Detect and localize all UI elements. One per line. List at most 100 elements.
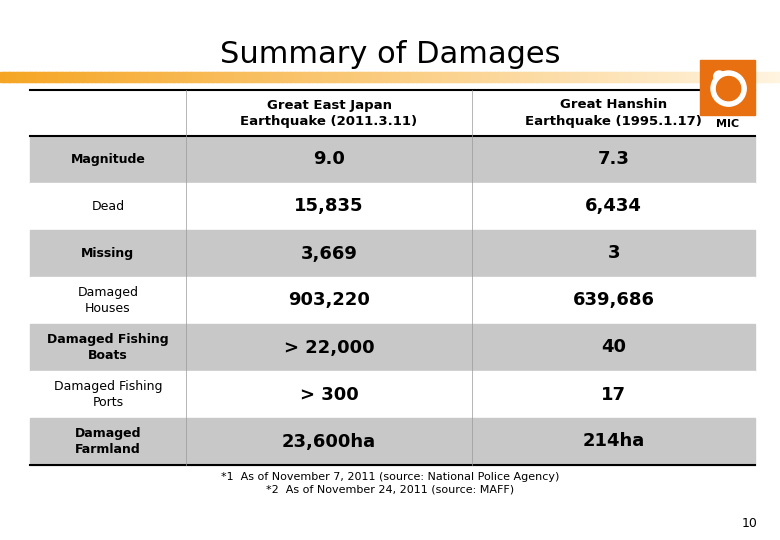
Bar bbox=[645, 72, 648, 82]
Bar bbox=[80, 72, 84, 82]
Bar bbox=[743, 72, 747, 82]
Bar bbox=[257, 72, 261, 82]
Bar bbox=[30, 324, 755, 371]
Bar bbox=[541, 72, 544, 82]
Bar bbox=[356, 72, 360, 82]
Bar bbox=[416, 72, 420, 82]
Bar bbox=[707, 72, 711, 82]
Text: Great Hanshin
Earthquake (1995.1.17): Great Hanshin Earthquake (1995.1.17) bbox=[525, 98, 702, 127]
Bar bbox=[741, 72, 745, 82]
Bar bbox=[296, 72, 300, 82]
Bar bbox=[26, 72, 30, 82]
Text: 40: 40 bbox=[601, 339, 626, 356]
Bar bbox=[408, 72, 412, 82]
Bar bbox=[154, 72, 157, 82]
Bar bbox=[598, 72, 601, 82]
Bar bbox=[218, 72, 222, 82]
Bar bbox=[463, 72, 466, 82]
Bar bbox=[380, 72, 383, 82]
Text: 214ha: 214ha bbox=[583, 433, 645, 450]
Bar bbox=[166, 72, 170, 82]
Bar bbox=[731, 72, 734, 82]
Circle shape bbox=[711, 71, 746, 106]
Text: 7.3: 7.3 bbox=[597, 151, 629, 168]
Bar bbox=[580, 72, 583, 82]
Bar bbox=[736, 72, 739, 82]
Bar bbox=[622, 72, 625, 82]
Bar bbox=[673, 72, 677, 82]
Bar bbox=[8, 72, 12, 82]
Bar bbox=[476, 72, 480, 82]
Bar bbox=[76, 72, 79, 82]
Bar bbox=[138, 72, 141, 82]
Bar bbox=[125, 72, 129, 82]
Text: Damaged
Houses: Damaged Houses bbox=[77, 286, 138, 315]
Bar bbox=[57, 72, 61, 82]
Bar bbox=[361, 72, 365, 82]
Bar bbox=[647, 72, 651, 82]
Text: 9.0: 9.0 bbox=[313, 151, 345, 168]
Bar bbox=[746, 72, 750, 82]
Bar bbox=[704, 72, 708, 82]
Bar bbox=[187, 72, 191, 82]
Bar bbox=[624, 72, 628, 82]
Bar bbox=[55, 72, 58, 82]
Bar bbox=[30, 371, 755, 418]
Bar bbox=[684, 72, 687, 82]
Bar bbox=[314, 72, 318, 82]
Bar bbox=[692, 72, 695, 82]
Bar bbox=[388, 72, 391, 82]
Bar bbox=[548, 72, 552, 82]
Bar bbox=[268, 72, 271, 82]
Bar bbox=[700, 60, 755, 115]
Bar bbox=[91, 72, 94, 82]
Bar bbox=[775, 72, 778, 82]
Bar bbox=[616, 72, 620, 82]
Text: Damaged Fishing
Ports: Damaged Fishing Ports bbox=[54, 380, 162, 409]
Bar bbox=[434, 72, 438, 82]
Text: 3,669: 3,669 bbox=[300, 245, 357, 262]
Bar bbox=[400, 72, 404, 82]
Bar bbox=[478, 72, 482, 82]
Bar bbox=[109, 72, 113, 82]
Bar bbox=[374, 72, 378, 82]
Bar bbox=[533, 72, 537, 82]
Bar bbox=[468, 72, 472, 82]
Bar bbox=[65, 72, 69, 82]
Bar bbox=[567, 72, 570, 82]
Bar bbox=[341, 72, 344, 82]
Bar bbox=[68, 72, 71, 82]
Bar bbox=[30, 136, 755, 183]
Bar bbox=[343, 72, 347, 82]
Bar bbox=[694, 72, 698, 82]
Bar bbox=[739, 72, 742, 82]
Bar bbox=[445, 72, 448, 82]
Bar bbox=[505, 72, 508, 82]
Bar bbox=[466, 72, 469, 82]
Bar bbox=[224, 72, 227, 82]
Bar bbox=[538, 72, 542, 82]
Bar bbox=[239, 72, 243, 82]
Bar bbox=[242, 72, 246, 82]
Text: 23,600ha: 23,600ha bbox=[282, 433, 376, 450]
Bar bbox=[86, 72, 90, 82]
Bar bbox=[491, 72, 495, 82]
Bar bbox=[700, 72, 703, 82]
Bar bbox=[481, 72, 484, 82]
Text: > 22,000: > 22,000 bbox=[284, 339, 374, 356]
Bar bbox=[629, 72, 633, 82]
Bar bbox=[583, 72, 586, 82]
Bar bbox=[611, 72, 615, 82]
Bar bbox=[140, 72, 144, 82]
Bar bbox=[30, 90, 755, 136]
Bar bbox=[437, 72, 441, 82]
Bar bbox=[37, 72, 40, 82]
Bar bbox=[764, 72, 768, 82]
Bar bbox=[431, 72, 435, 82]
Bar bbox=[23, 72, 27, 82]
Bar bbox=[30, 277, 755, 324]
Bar bbox=[590, 72, 594, 82]
Text: Damaged
Farmland: Damaged Farmland bbox=[75, 427, 141, 456]
Bar bbox=[281, 72, 285, 82]
Bar bbox=[119, 72, 123, 82]
